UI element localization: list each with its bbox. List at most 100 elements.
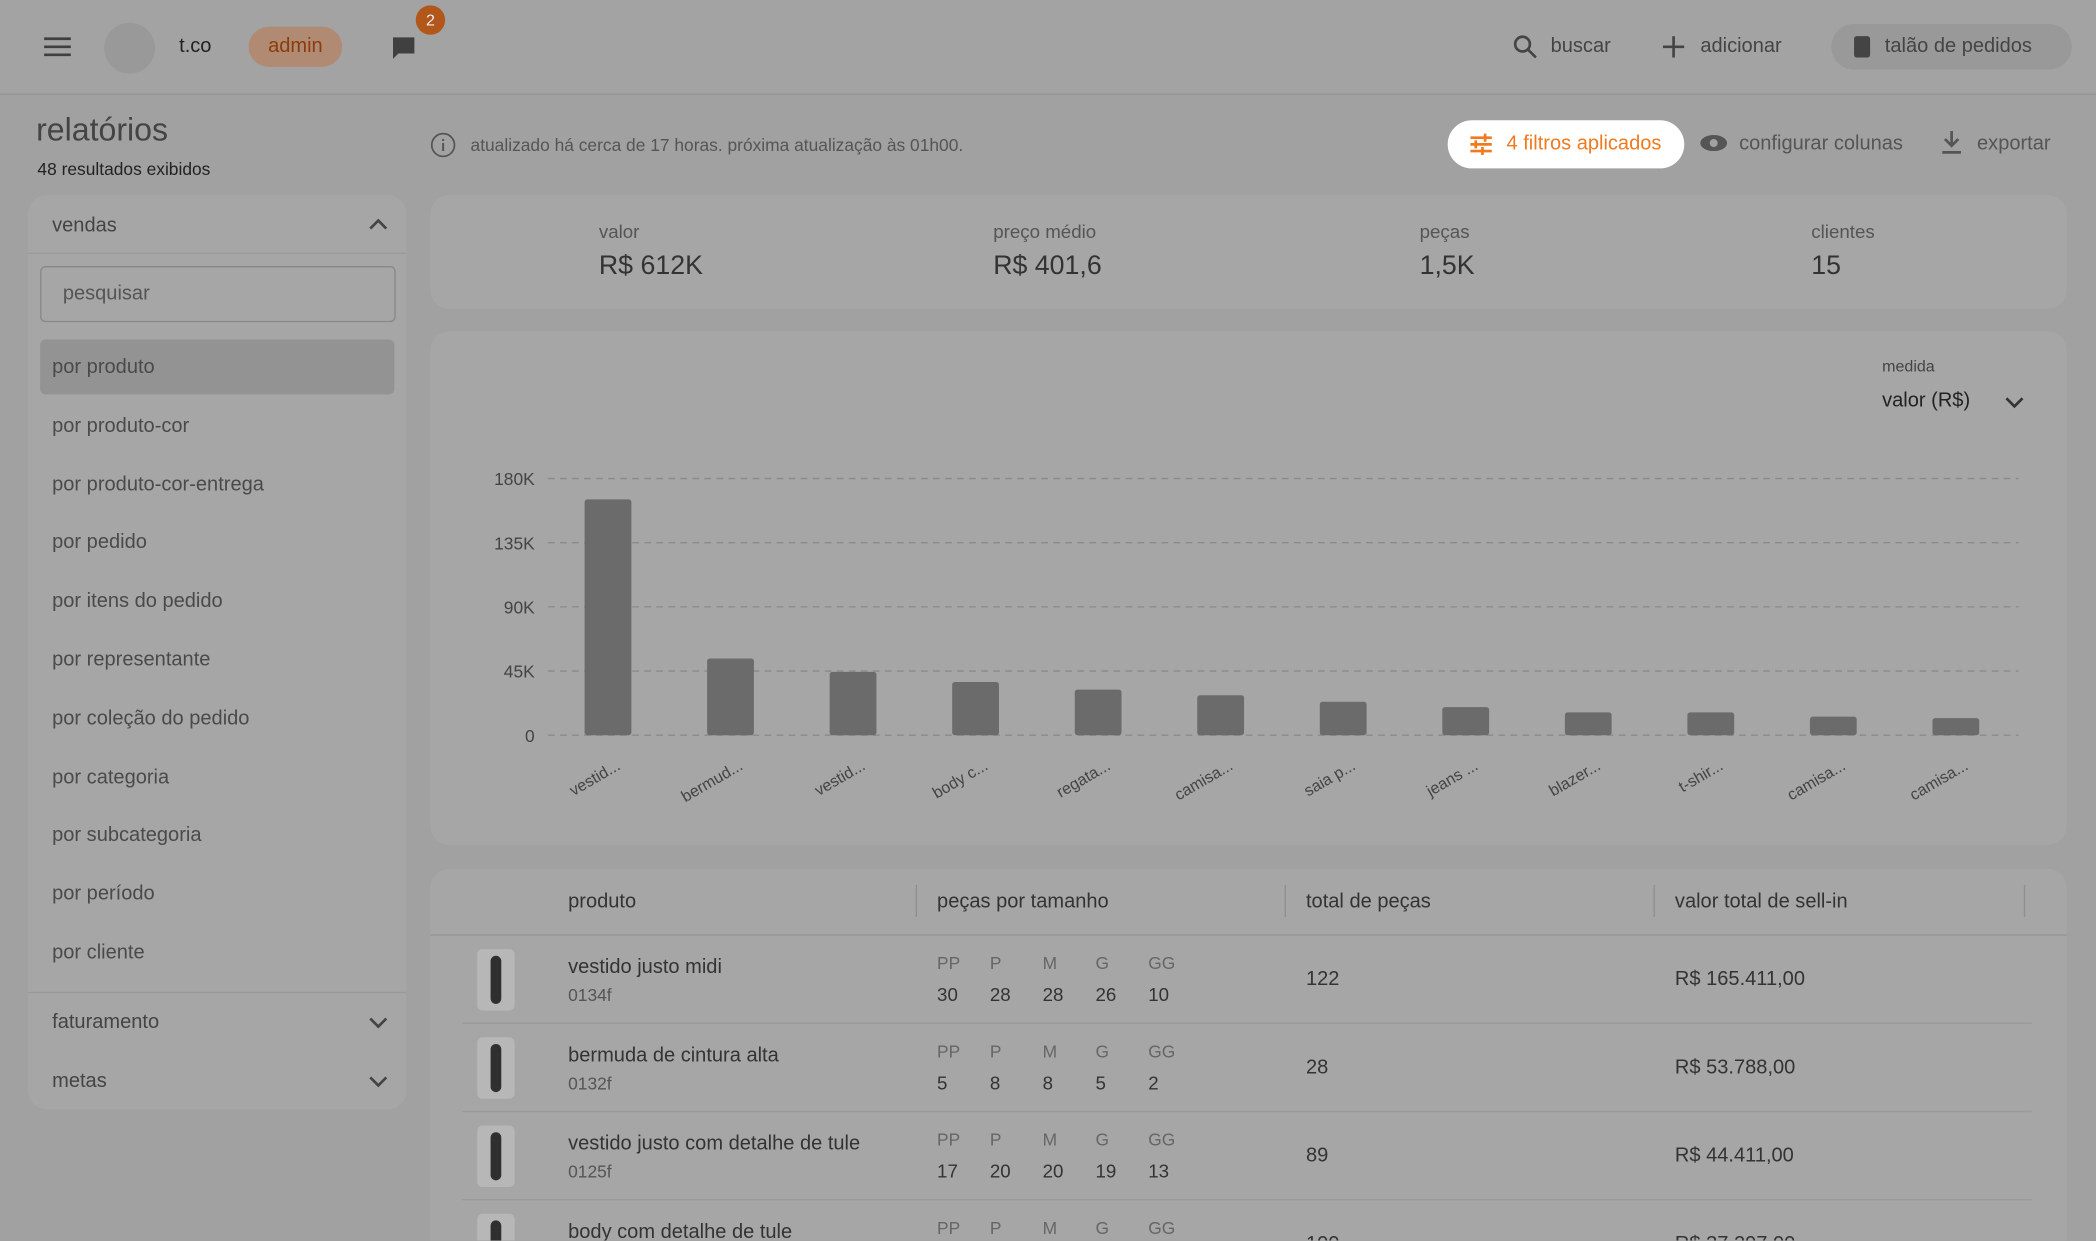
menu-item[interactable]: por produto-cor xyxy=(52,414,190,437)
brand: t.co xyxy=(179,34,212,58)
bar xyxy=(1809,716,1857,736)
add-icon xyxy=(1662,36,1685,58)
size-label: G xyxy=(1095,1217,1109,1238)
avatar[interactable] xyxy=(104,22,156,74)
menu-item[interactable]: por representante xyxy=(52,648,211,672)
size-label: PP xyxy=(937,1041,961,1062)
chevron xyxy=(369,218,388,230)
total-pieces: 100 xyxy=(1306,1232,1339,1240)
x-tick-label: bermud... xyxy=(678,756,746,805)
product-figure xyxy=(490,1220,502,1241)
size-count: 10 xyxy=(1148,983,1170,1006)
info-icon xyxy=(430,132,456,158)
size-count: 5 xyxy=(1095,1072,1106,1094)
section-title[interactable]: faturamento xyxy=(52,1010,160,1034)
chevron-path xyxy=(369,1076,388,1088)
bar xyxy=(952,682,999,736)
menu-item[interactable]: por produto xyxy=(52,355,155,379)
size-label: M xyxy=(1042,1129,1058,1150)
menu-item[interactable]: por itens do pedido xyxy=(52,589,223,613)
x-tick-label: vestid... xyxy=(567,756,624,799)
column-header: valor total de sell-in xyxy=(1674,890,1848,913)
x-tick-label: camisa... xyxy=(1907,756,1972,804)
column-header: produto xyxy=(568,890,637,913)
page-title: relatórios xyxy=(36,112,169,149)
row-divider xyxy=(462,1199,2032,1201)
bar xyxy=(1932,718,1980,736)
section-title[interactable]: metas xyxy=(52,1069,107,1093)
size-count: 2 xyxy=(1148,1072,1159,1094)
stat-label: clientes xyxy=(1811,220,1875,242)
x-tick-label: t-shir... xyxy=(1675,756,1726,796)
x-tick-label: vestid... xyxy=(812,756,869,799)
menu-item[interactable]: por categoria xyxy=(52,765,170,789)
configure-columns[interactable]: configurar colunas xyxy=(1739,132,1903,156)
bar xyxy=(1197,695,1245,736)
size-label: M xyxy=(1042,953,1058,974)
menu-item[interactable]: por pedido xyxy=(52,531,147,554)
column-divider xyxy=(1284,884,1286,917)
bar xyxy=(829,671,877,736)
stat-value: R$ 401,6 xyxy=(993,251,1102,281)
measure-label: medida xyxy=(1882,356,1935,376)
bar xyxy=(1319,701,1367,736)
active-item-bg xyxy=(40,339,395,395)
section-title[interactable]: vendas xyxy=(52,213,117,237)
menu-icon[interactable] xyxy=(43,35,72,59)
product-figure xyxy=(490,1043,502,1093)
product-code: 0132f xyxy=(568,1073,612,1094)
chevron xyxy=(369,1076,388,1088)
bar xyxy=(1687,712,1735,736)
menu-item[interactable]: por cliente xyxy=(52,941,145,964)
chart-panel xyxy=(430,331,2067,845)
product-name: vestido justo com detalhe de tule xyxy=(568,1132,861,1155)
bar xyxy=(1564,712,1612,736)
product-code: 0125f xyxy=(568,1161,612,1182)
search-box[interactable]: pesquisar xyxy=(40,266,396,323)
chevron xyxy=(369,1017,388,1029)
menu-item[interactable]: por subcategoria xyxy=(52,823,202,847)
filters-icon xyxy=(1470,133,1492,156)
bar-chart: 0 45K 90K 135K 180K vestid... bermud... vestid.… xyxy=(494,469,2019,806)
search-button[interactable]: buscar xyxy=(1550,34,1611,58)
stat-label: valor xyxy=(598,220,640,242)
total-pieces: 122 xyxy=(1305,967,1340,991)
x-tick-label: jeans ... xyxy=(1423,756,1481,800)
order-pad-button[interactable] xyxy=(1831,24,2072,70)
size-label: M xyxy=(1042,1041,1058,1062)
column-divider xyxy=(1653,884,1655,917)
size-label: PP xyxy=(937,1129,961,1150)
size-count: 19 xyxy=(1095,1160,1117,1182)
add-button[interactable]: adicionar xyxy=(1700,34,1782,58)
y-tick-label: 135K xyxy=(494,533,535,553)
update-status: atualizado há cerca de 17 horas. próxima… xyxy=(470,135,964,156)
chat-icon[interactable] xyxy=(390,35,417,62)
size-count: 26 xyxy=(1095,983,1117,1006)
export-button[interactable]: exportar xyxy=(1977,132,2051,156)
size-label: PP xyxy=(937,1217,961,1238)
size-count: 28 xyxy=(989,983,1011,1006)
size-label: GG xyxy=(1148,1129,1176,1150)
menu-item[interactable]: por coleção do pedido xyxy=(52,706,250,730)
product-name: vestido justo midi xyxy=(568,955,722,979)
total-pieces: 28 xyxy=(1305,1056,1329,1079)
size-label: P xyxy=(989,1041,1002,1062)
bar xyxy=(1442,707,1490,736)
size-label: P xyxy=(989,953,1002,974)
stats-panel xyxy=(430,195,2067,309)
bar xyxy=(707,658,754,736)
y-tick-label: 180K xyxy=(494,469,535,489)
results-count: 48 resultados exibidos xyxy=(37,159,211,180)
chevron-path xyxy=(369,218,388,230)
menu-item[interactable]: por produto-cor-entrega xyxy=(52,472,264,496)
row-divider xyxy=(462,1022,2032,1024)
size-label: GG xyxy=(1148,1217,1176,1238)
measure-select[interactable]: valor (R$) xyxy=(1882,388,1971,412)
stat-value: R$ 612K xyxy=(598,251,703,281)
sell-in-value: R$ 53.788,00 xyxy=(1674,1056,1796,1079)
table-panel xyxy=(430,868,2067,1241)
menu-item[interactable]: por período xyxy=(52,882,155,906)
notification-badge: 2 xyxy=(415,5,446,35)
size-label: G xyxy=(1095,953,1109,974)
